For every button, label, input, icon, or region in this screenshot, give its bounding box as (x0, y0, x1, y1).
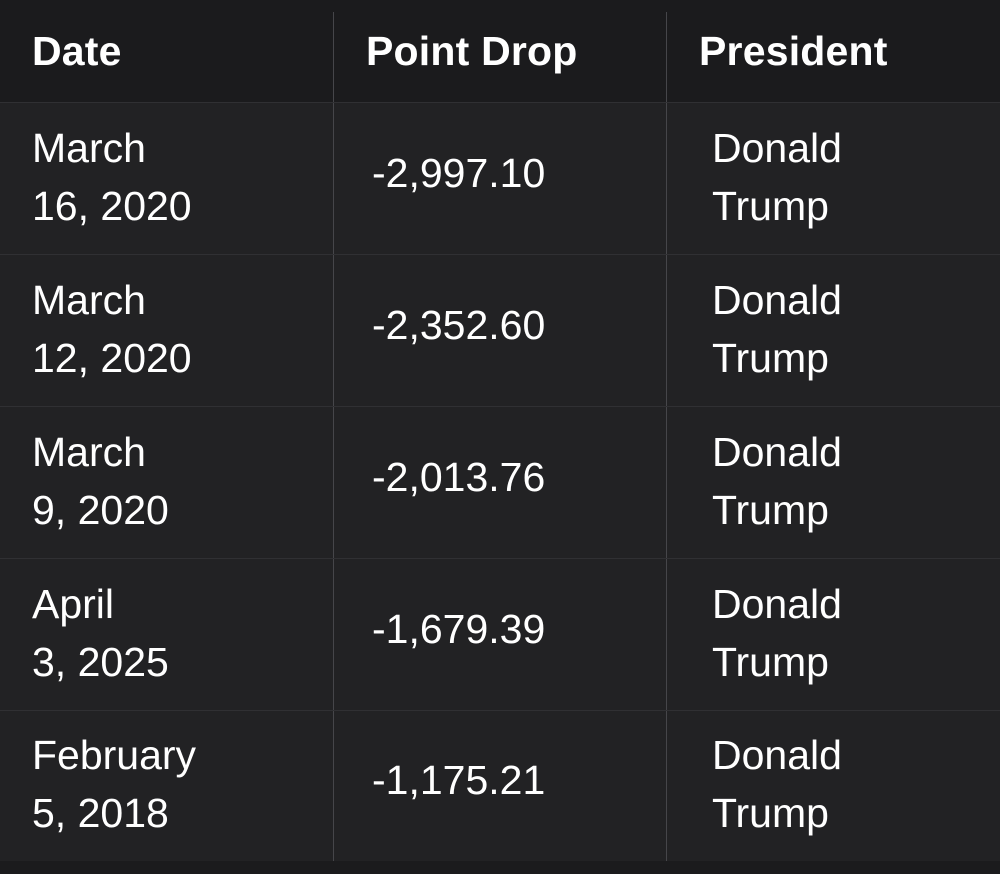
header-president: President (667, 12, 1000, 102)
header-point-drop-label: Point Drop (366, 27, 578, 74)
date-cell: March 12, 2020 (0, 255, 334, 406)
date-cell: April 3, 2025 (0, 559, 334, 710)
table-bottom-edge (0, 861, 1000, 874)
president-value: Donald Trump (712, 428, 842, 533)
president-value: Donald Trump (712, 124, 842, 229)
point-drop-cell: -2,013.76 (334, 407, 667, 558)
president-cell: Donald Trump (667, 559, 1000, 710)
date-value: April 3, 2025 (32, 580, 169, 685)
date-value: March 9, 2020 (32, 428, 169, 533)
date-value: March 12, 2020 (32, 276, 192, 381)
point-drop-value: -1,175.21 (372, 757, 546, 803)
table-row: March 16, 2020 -2,997.10 Donald Trump (0, 103, 1000, 255)
header-point-drop: Point Drop (334, 12, 667, 102)
point-drop-value: -1,679.39 (372, 605, 546, 652)
point-drop-value: -2,352.60 (372, 301, 546, 348)
president-cell: Donald Trump (667, 103, 1000, 254)
point-drop-cell: -2,997.10 (334, 103, 667, 254)
president-value: Donald Trump (712, 276, 842, 381)
header-date-label: Date (32, 27, 122, 74)
table-header-row: Date Point Drop President (0, 12, 1000, 103)
header-date: Date (0, 12, 334, 102)
table-row: March 9, 2020 -2,013.76 Donald Trump (0, 407, 1000, 559)
point-drop-cell: -2,352.60 (334, 255, 667, 406)
president-cell: Donald Trump (667, 255, 1000, 406)
header-president-label: President (699, 27, 888, 74)
date-value: February 5, 2018 (32, 732, 197, 836)
table-row: April 3, 2025 -1,679.39 Donald Trump (0, 559, 1000, 711)
president-value: Donald Trump (712, 732, 842, 836)
president-value: Donald Trump (712, 580, 842, 685)
point-drop-value: -2,013.76 (372, 453, 546, 500)
point-drop-cell: -1,175.21 (334, 711, 667, 861)
president-cell: Donald Trump (667, 711, 1000, 861)
table-row: March 12, 2020 -2,352.60 Donald Trump (0, 255, 1000, 407)
point-drop-value: -2,997.10 (372, 149, 546, 196)
president-cell: Donald Trump (667, 407, 1000, 558)
table-row: February 5, 2018 -1,175.21 Donald Trump (0, 711, 1000, 861)
date-cell: March 9, 2020 (0, 407, 334, 558)
date-cell: February 5, 2018 (0, 711, 334, 861)
point-drop-cell: -1,679.39 (334, 559, 667, 710)
date-cell: March 16, 2020 (0, 103, 334, 254)
point-drop-table: Date Point Drop President March 16, 2020… (0, 12, 1000, 861)
date-value: March 16, 2020 (32, 124, 192, 229)
